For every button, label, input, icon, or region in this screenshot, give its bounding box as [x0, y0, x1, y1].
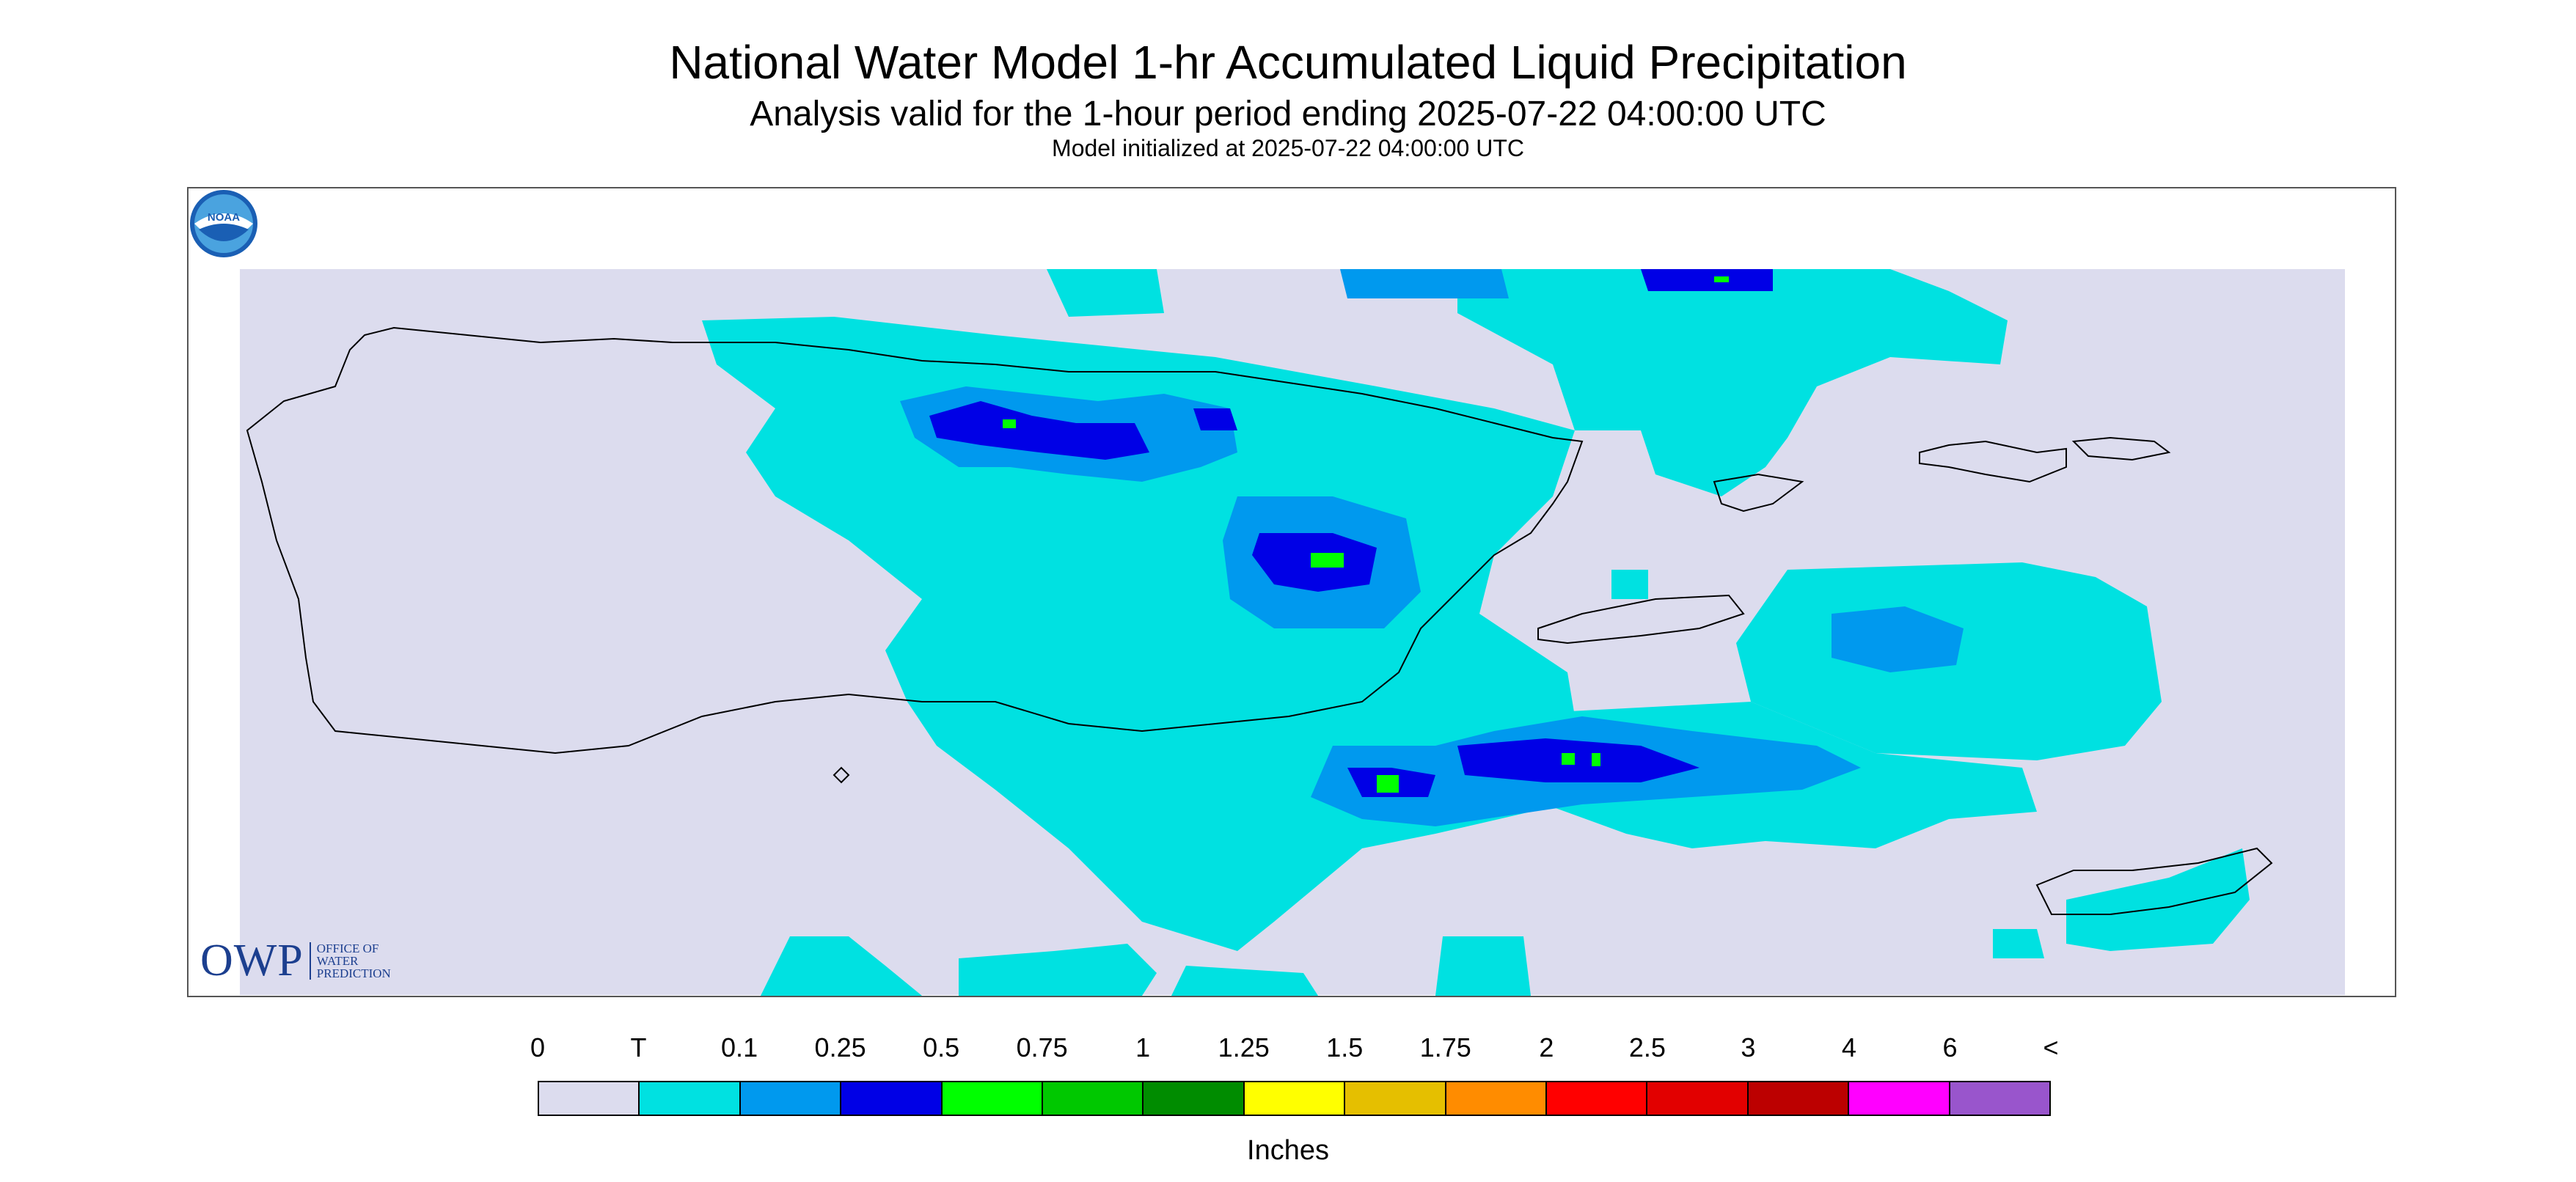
legend-swatch [1647, 1082, 1749, 1115]
legend-swatch [539, 1082, 640, 1115]
legend-swatch [1950, 1082, 2050, 1115]
legend-label: 2.5 [1628, 1032, 1666, 1062]
mona-island-coast [833, 766, 850, 784]
legend-label: 0 [530, 1032, 546, 1062]
legend-colorbar [538, 1081, 2051, 1116]
legend-swatch [1849, 1082, 1950, 1115]
culebra-coast [1713, 473, 1804, 513]
map-title: National Water Model 1-hr Accumulated Li… [669, 36, 1907, 89]
legend-swatch [640, 1082, 741, 1115]
legend-label: 2 [1539, 1032, 1554, 1062]
legend-units: Inches [1247, 1135, 1329, 1166]
legend-swatch [841, 1082, 943, 1115]
legend-swatch [942, 1082, 1044, 1115]
legend-swatch [1748, 1082, 1850, 1115]
legend-swatch [1446, 1082, 1548, 1115]
legend-swatch [740, 1082, 842, 1115]
legend-swatch [1043, 1082, 1144, 1115]
legend-label: 1.25 [1218, 1032, 1270, 1062]
legend-label: 0.75 [1016, 1032, 1068, 1062]
legend-label: 1.5 [1326, 1032, 1364, 1062]
legend-swatch [1345, 1082, 1446, 1115]
st-croix-coast [2035, 847, 2273, 915]
legend-label: 0.1 [721, 1032, 758, 1062]
legend-swatch [1547, 1082, 1648, 1115]
legend-label: 3 [1741, 1032, 1756, 1062]
precip-0.5-areas [1003, 276, 1729, 793]
st-thomas-coast [1919, 440, 2067, 483]
precip-map: OWP OFFICE OF WATER PREDICTION NOAA [187, 187, 2396, 997]
st-john-coast [2071, 436, 2171, 461]
legend-swatch [1244, 1082, 1346, 1115]
legend-label: 6 [1942, 1032, 1958, 1062]
noaa-logo: NOAA [190, 190, 257, 257]
legend-label: 1.75 [1419, 1032, 1471, 1062]
legend-label: 0.5 [923, 1032, 960, 1062]
precip-map-canvas [240, 269, 2345, 996]
legend-label: 1 [1135, 1032, 1151, 1062]
vieques-coast [1537, 594, 1745, 645]
legend-label: 4 [1841, 1032, 1856, 1062]
svg-text:NOAA: NOAA [208, 211, 240, 224]
coastlines [246, 326, 2273, 915]
legend-label: 0.25 [814, 1032, 866, 1062]
legend-swatch [1144, 1082, 1245, 1115]
owp-logo: OWP OFFICE OF WATER PREDICTION [200, 936, 391, 985]
map-subtitle: Analysis valid for the 1-hour period end… [750, 95, 1826, 133]
legend-labels: 0 T 0.1 0.25 0.5 0.75 1 1.25 1.5 1.75 2 2.5 3 4 6 < [530, 1032, 2059, 1069]
model-init-text: Model initialized at 2025-07-22 04:00:00… [1052, 135, 1524, 161]
puerto-rico-coast [246, 326, 1584, 755]
legend-label: T [630, 1032, 647, 1062]
legend-label: < [2043, 1032, 2059, 1062]
